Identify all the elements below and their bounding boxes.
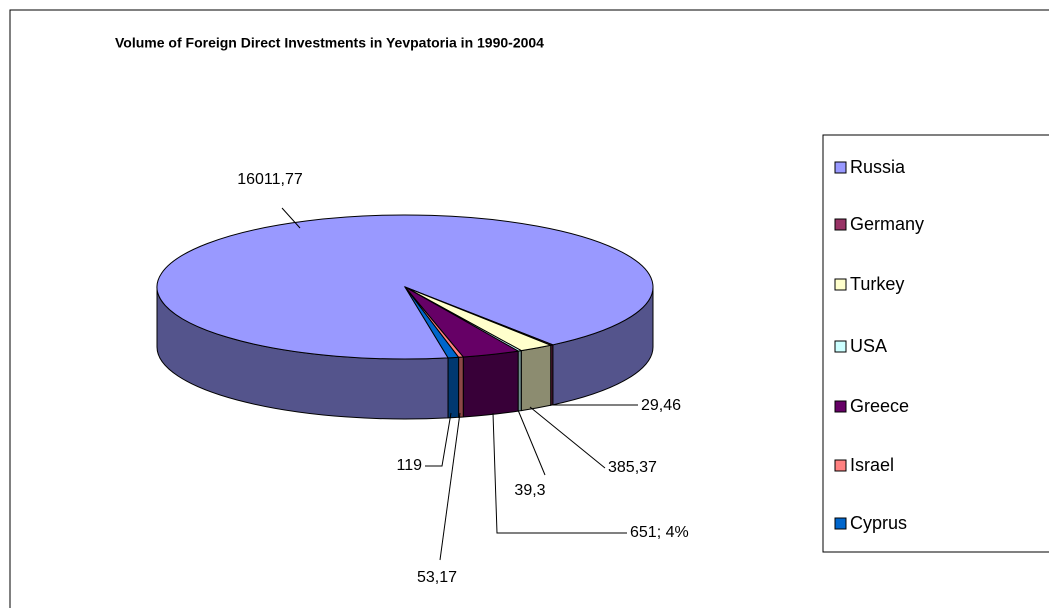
legend-label: Cyprus bbox=[850, 513, 907, 533]
chart-title: Volume of Foreign Direct Investments in … bbox=[115, 35, 544, 51]
data-label: 29,46 bbox=[641, 397, 681, 414]
legend-label: Russia bbox=[850, 157, 906, 177]
data-label: 385,37 bbox=[608, 459, 657, 476]
legend-swatch bbox=[834, 400, 847, 413]
leader-line bbox=[529, 406, 606, 469]
leader-line bbox=[425, 412, 452, 467]
legend-swatch bbox=[834, 340, 847, 353]
slice-side bbox=[462, 350, 519, 418]
legend-swatch bbox=[834, 517, 847, 530]
data-label: 16011,77 bbox=[237, 171, 303, 188]
data-label: 39,3 bbox=[514, 482, 545, 499]
leader-line bbox=[517, 409, 546, 476]
leader-line bbox=[439, 412, 461, 561]
slice-side bbox=[447, 356, 460, 419]
slice-side bbox=[458, 356, 464, 418]
leader-line bbox=[281, 207, 301, 229]
data-label: 119 bbox=[396, 457, 422, 474]
legend-label: Germany bbox=[850, 214, 924, 234]
legend-swatch bbox=[834, 161, 847, 174]
legend-box bbox=[822, 134, 1049, 553]
legend-swatch bbox=[834, 278, 847, 291]
data-label: 651; 4% bbox=[630, 524, 689, 541]
slice bbox=[404, 286, 460, 359]
legend-swatch bbox=[834, 218, 847, 231]
legend-label: Greece bbox=[850, 396, 909, 416]
legend-swatch bbox=[834, 459, 847, 472]
slice-side bbox=[520, 344, 552, 412]
legend-label: Turkey bbox=[850, 274, 904, 294]
data-label: 53,17 bbox=[417, 569, 457, 586]
legend-label: Israel bbox=[850, 455, 894, 475]
leader-line bbox=[492, 412, 627, 534]
legend-label: USA bbox=[850, 336, 887, 356]
